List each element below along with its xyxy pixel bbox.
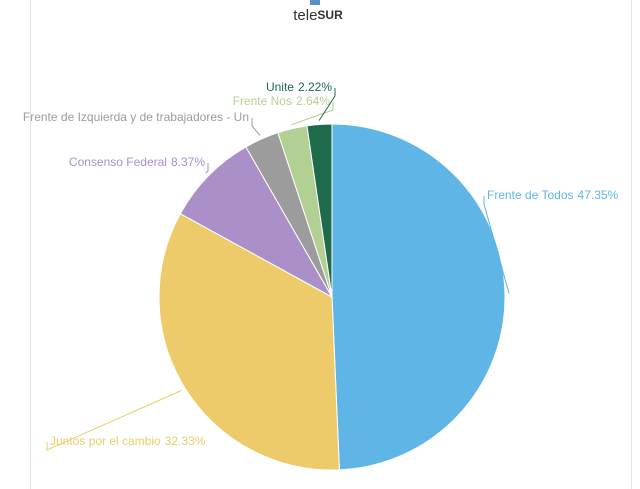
slice-name: Frente Nos (233, 94, 292, 108)
slice-label: Unite 2.22% (266, 80, 332, 94)
slice-name: Juntos por el cambio (50, 434, 161, 448)
leader-line (483, 196, 510, 294)
slice-value: 2.22% (298, 80, 332, 94)
slice-label: Frente de Izquierda y de trabajadores - … (23, 110, 249, 124)
pie-slice (179, 146, 334, 299)
slice-name: Frente de Todos (487, 188, 574, 202)
leader-line (291, 102, 334, 126)
pie-slice (158, 213, 340, 471)
slice-value: 8.37% (171, 155, 205, 169)
logo-icon (310, 0, 320, 5)
leader-line (318, 88, 336, 121)
pie-slice (306, 123, 333, 298)
slice-label: Frente de Todos 47.35% (487, 188, 619, 202)
logo-bold: SUR (317, 8, 343, 22)
slice-name: Consenso Federal (69, 155, 167, 169)
slice-name: Frente de Izquierda y de trabajadores - … (23, 110, 249, 124)
slice-value: 47.35% (578, 188, 619, 202)
leader-line (205, 163, 209, 174)
leader-line (251, 118, 261, 136)
logo: teleSUR (293, 7, 343, 24)
slice-value: 32.33% (165, 434, 206, 448)
slice-name: Unite (266, 80, 294, 94)
logo-light: tele (293, 7, 317, 24)
slice-label: Juntos por el cambio 32.33% (50, 434, 206, 448)
slice-value: 2.64% (296, 94, 330, 108)
leader-line (46, 389, 182, 451)
slice-label: Frente Nos 2.64% (233, 94, 331, 108)
pie-slice (331, 123, 506, 471)
slice-label: Consenso Federal 8.37% (69, 155, 205, 169)
